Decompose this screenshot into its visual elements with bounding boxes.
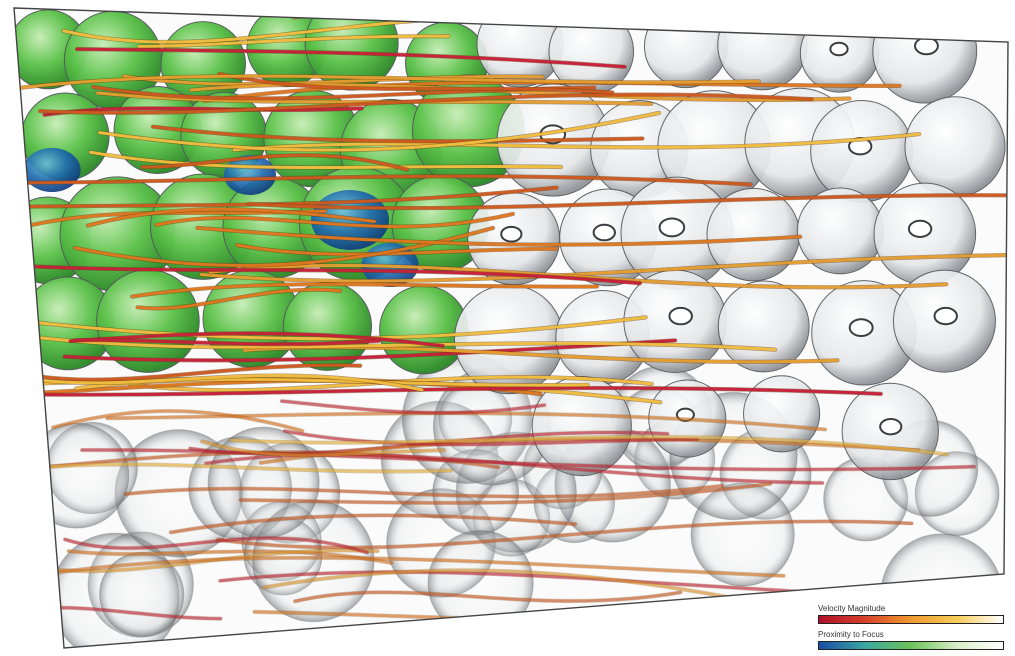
streamline xyxy=(42,386,883,397)
streamline xyxy=(239,482,773,505)
focus-highlight xyxy=(23,148,81,192)
streamline xyxy=(63,338,677,362)
streamline xyxy=(14,363,362,382)
streamline xyxy=(283,429,699,447)
streamline xyxy=(38,93,814,115)
velocity-legend-title: Velocity Magnitude xyxy=(818,604,886,613)
streamline xyxy=(199,253,1008,283)
ghost-sphere xyxy=(427,530,534,637)
streamline xyxy=(280,399,546,415)
streamline xyxy=(62,16,456,44)
streamline xyxy=(122,74,544,86)
streamline xyxy=(86,207,376,228)
streamline xyxy=(137,34,450,49)
proximity-color-bar xyxy=(818,641,1004,650)
proximity-to-focus-legend: Proximity to Focus xyxy=(818,630,1004,650)
streamline xyxy=(169,513,577,534)
streamline xyxy=(88,150,563,170)
ghost-sphere xyxy=(23,422,130,529)
proximity-legend-title: Proximity to Focus xyxy=(818,630,884,639)
sphere-hole xyxy=(592,223,616,242)
sphere xyxy=(643,8,728,89)
streamline xyxy=(130,282,599,299)
sphere-hole xyxy=(907,219,933,238)
velocity-magnitude-legend: Velocity Magnitude xyxy=(818,604,1004,624)
velocity-color-bar xyxy=(818,615,1004,624)
streamline xyxy=(140,153,409,172)
streamline xyxy=(124,484,724,499)
sphere-hole xyxy=(879,417,903,436)
sphere-hole xyxy=(933,306,958,326)
sphere-hole xyxy=(668,306,693,326)
streamline xyxy=(96,91,653,106)
streamline xyxy=(262,568,767,606)
streamline xyxy=(136,288,342,310)
sphere xyxy=(717,8,808,91)
streamline xyxy=(27,462,453,473)
streamline xyxy=(80,448,976,472)
streamline xyxy=(151,125,644,143)
streamline xyxy=(53,556,786,578)
streamline xyxy=(200,439,446,457)
streamline xyxy=(67,549,393,565)
focus-sphere xyxy=(379,285,469,375)
streamline xyxy=(51,409,304,433)
sphere-hole xyxy=(658,217,686,238)
sphere-hole xyxy=(829,41,849,57)
streamline xyxy=(39,374,424,392)
streamline xyxy=(232,132,921,152)
bounding-box xyxy=(13,7,1009,649)
sphere xyxy=(743,375,821,453)
streamline xyxy=(154,212,515,229)
streamline xyxy=(217,72,614,94)
streamline xyxy=(75,47,627,69)
sphere xyxy=(904,96,1006,198)
streamline xyxy=(216,519,914,550)
streamline xyxy=(247,193,1008,210)
streamline xyxy=(32,264,642,285)
streamline xyxy=(63,536,369,554)
streamline xyxy=(195,226,802,247)
streamline xyxy=(28,335,777,352)
streamline xyxy=(73,338,381,346)
sphere-hole xyxy=(500,225,523,243)
streamline xyxy=(22,315,648,341)
sphere xyxy=(717,280,810,373)
streamline xyxy=(230,435,949,456)
streamline xyxy=(14,74,761,92)
streamline-layer xyxy=(14,8,1008,623)
streamline xyxy=(293,590,682,603)
streamline xyxy=(98,111,661,152)
sphere-hole xyxy=(848,318,874,337)
streamline xyxy=(14,174,753,187)
